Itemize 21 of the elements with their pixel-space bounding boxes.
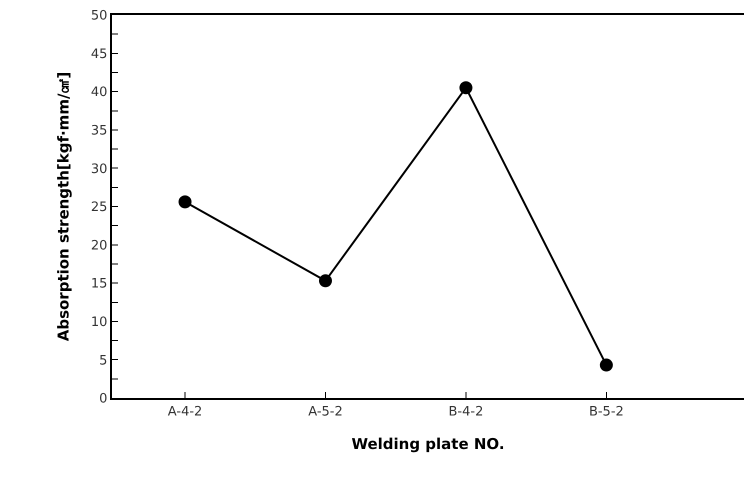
y-tick-label: 45 bbox=[90, 46, 108, 62]
point bbox=[600, 358, 613, 372]
y-tick-label: 35 bbox=[90, 123, 108, 138]
y-tick-label: 50 bbox=[90, 8, 108, 24]
y-tick-label: 20 bbox=[90, 238, 108, 254]
y-tick-label: 40 bbox=[90, 85, 108, 100]
y-axis-title: Absorption strength[kgf·mm/㎠] bbox=[54, 72, 73, 342]
y-tick-label: 10 bbox=[90, 314, 108, 330]
x-tick-label: A-5-2 bbox=[308, 404, 343, 420]
point bbox=[459, 81, 472, 94]
x-axis-title: Welding plate NO. bbox=[351, 435, 505, 454]
x-tick-label: A-4-2 bbox=[168, 404, 202, 420]
y-tick-label: 15 bbox=[90, 276, 108, 292]
x-tick-label: B-4-2 bbox=[448, 404, 484, 420]
y-tick-label: 5 bbox=[99, 353, 108, 368]
y-tick-label: 25 bbox=[90, 200, 108, 216]
point bbox=[178, 195, 192, 208]
y-tick-label: 30 bbox=[90, 162, 108, 177]
point bbox=[318, 274, 332, 288]
y-tick-label: 0 bbox=[99, 392, 108, 407]
x-tick-label: B-5-2 bbox=[588, 404, 624, 420]
